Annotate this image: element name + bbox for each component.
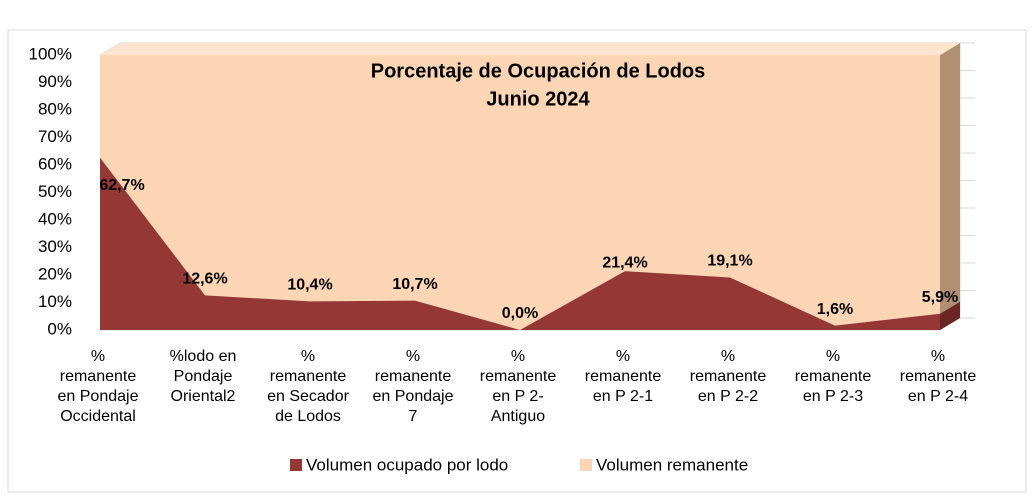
x-tick-label: %lodo en — [170, 348, 237, 365]
area-side — [940, 301, 960, 330]
x-tick-label: % — [616, 348, 630, 365]
x-tick-label: remanente — [60, 368, 137, 385]
x-tick-label: en P 2-1 — [593, 388, 653, 405]
y-tick-label: 100% — [29, 44, 72, 63]
chart-title: Porcentaje de Ocupación de Lodos — [371, 60, 706, 82]
x-tick-label: en Pondaje — [58, 388, 139, 405]
data-label: 10,7% — [392, 276, 437, 293]
legend-label: Volumen ocupado por lodo — [306, 455, 508, 474]
y-tick-label: 20% — [38, 264, 72, 283]
x-tick-label: % — [826, 348, 840, 365]
x-tick-label: remanente — [270, 368, 347, 385]
area — [100, 55, 940, 330]
y-tick-label: 50% — [38, 182, 72, 201]
chart-subtitle: Junio 2024 — [486, 88, 590, 110]
x-tick-label: en P 2-2 — [698, 388, 758, 405]
x-tick-label: remanente — [375, 368, 452, 385]
x-tick-label: en Secador — [267, 388, 350, 405]
y-tick-label: 10% — [38, 292, 72, 311]
x-tick-label: en P 2- — [492, 388, 543, 405]
x-tick-label: % — [721, 348, 735, 365]
x-tick-label: de Lodos — [275, 408, 341, 425]
x-tick-label: en P 2-3 — [803, 388, 863, 405]
data-label: 19,1% — [707, 253, 752, 270]
x-tick-label: % — [301, 348, 315, 365]
x-tick-label: remanente — [795, 368, 872, 385]
y-tick-label: 70% — [38, 127, 72, 146]
y-tick-label: 60% — [38, 154, 72, 173]
x-tick-label: % — [511, 348, 525, 365]
area — [100, 157, 940, 330]
x-tick-label: remanente — [900, 368, 977, 385]
area-top — [100, 43, 960, 55]
data-label: 10,4% — [287, 277, 332, 294]
x-tick-label: % — [406, 348, 420, 365]
x-tick-label: % — [91, 348, 105, 365]
data-label: 21,4% — [602, 254, 647, 271]
y-tick-label: 40% — [38, 209, 72, 228]
x-tick-label: 7 — [409, 408, 418, 425]
data-label: 12,6% — [182, 271, 227, 288]
x-tick-label: Antiguo — [491, 408, 545, 425]
x-tick-label: Pondaje — [174, 368, 233, 385]
legend-swatch — [290, 459, 302, 471]
x-tick-label: remanente — [585, 368, 662, 385]
x-tick-label: remanente — [690, 368, 767, 385]
y-tick-label: 30% — [38, 237, 72, 256]
x-tick-label: en P 2-4 — [908, 388, 968, 405]
legend-label: Volumen remanente — [596, 455, 748, 474]
data-label: 62,7% — [99, 177, 144, 194]
x-tick-label: remanente — [480, 368, 557, 385]
x-tick-label: en Pondaje — [373, 388, 454, 405]
data-label: 0,0% — [502, 305, 538, 322]
data-label: 1,6% — [817, 301, 853, 318]
y-tick-label: 0% — [47, 319, 72, 338]
x-tick-label: % — [931, 348, 945, 365]
legend-swatch — [580, 459, 592, 471]
y-tick-label: 90% — [38, 72, 72, 91]
x-tick-label: Occidental — [60, 408, 136, 425]
x-tick-label: Oriental2 — [171, 388, 236, 405]
data-label: 5,9% — [922, 289, 958, 306]
area-side — [940, 43, 960, 314]
y-tick-label: 80% — [38, 99, 72, 118]
